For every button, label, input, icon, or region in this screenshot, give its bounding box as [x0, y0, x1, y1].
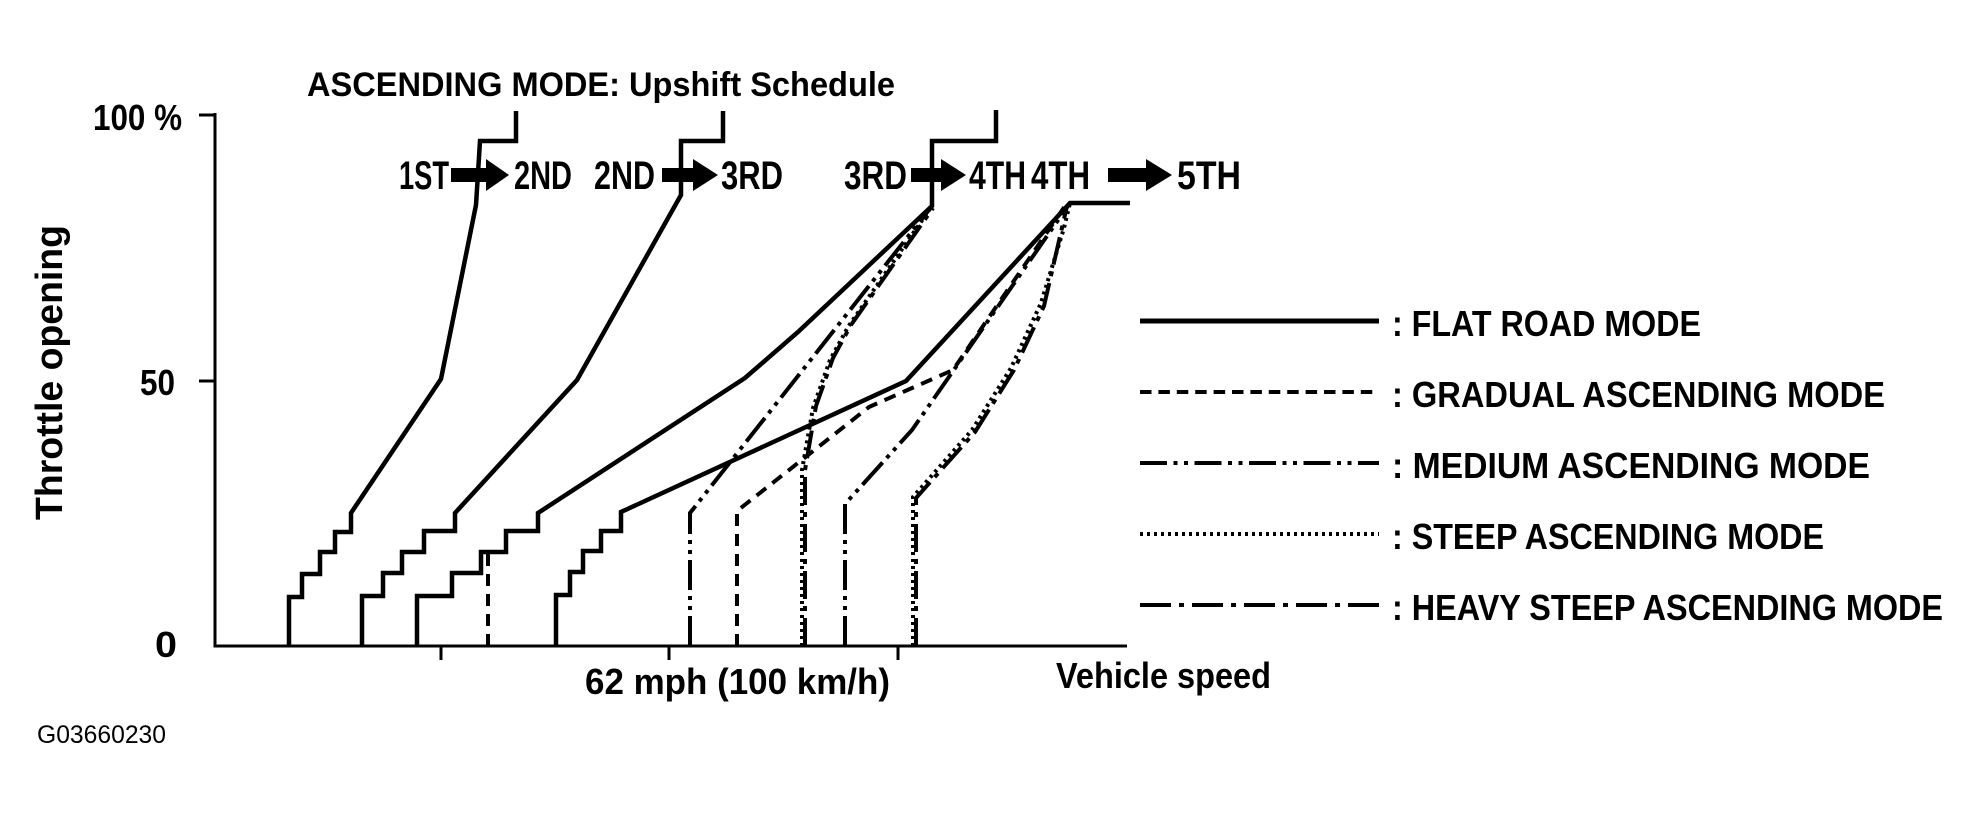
- svg-text:3RD: 3RD: [844, 154, 907, 198]
- svg-text:Vehicle speed: Vehicle speed: [1056, 655, 1271, 696]
- svg-text:: GRADUAL ASCENDING MODE: : GRADUAL ASCENDING MODE: [1392, 374, 1885, 415]
- svg-text:62 mph (100 km/h): 62 mph (100 km/h): [585, 661, 890, 702]
- svg-text:: STEEP ASCENDING MODE: : STEEP ASCENDING MODE: [1392, 516, 1824, 557]
- svg-text:4TH: 4TH: [1031, 154, 1090, 198]
- svg-text:4TH: 4TH: [969, 154, 1026, 198]
- svg-text:Throttle opening: Throttle opening: [29, 225, 71, 520]
- svg-text:1ST: 1ST: [399, 154, 449, 198]
- svg-text:2ND: 2ND: [594, 154, 655, 198]
- svg-text:0: 0: [155, 624, 177, 665]
- svg-text:100 %: 100 %: [93, 97, 182, 138]
- svg-text:: MEDIUM ASCENDING MODE: : MEDIUM ASCENDING MODE: [1392, 445, 1870, 486]
- svg-text:3RD: 3RD: [721, 154, 783, 198]
- svg-text:: FLAT ROAD MODE: : FLAT ROAD MODE: [1392, 303, 1701, 344]
- svg-text:: HEAVY STEEP ASCENDING MODE: : HEAVY STEEP ASCENDING MODE: [1392, 587, 1943, 628]
- svg-text:5TH: 5TH: [1177, 154, 1241, 198]
- svg-text:2ND: 2ND: [514, 154, 572, 198]
- svg-text:G03660230: G03660230: [37, 721, 166, 749]
- svg-text:50: 50: [140, 362, 175, 403]
- svg-text:ASCENDING MODE: Upshift Schedu: ASCENDING MODE: Upshift Schedule: [307, 66, 895, 104]
